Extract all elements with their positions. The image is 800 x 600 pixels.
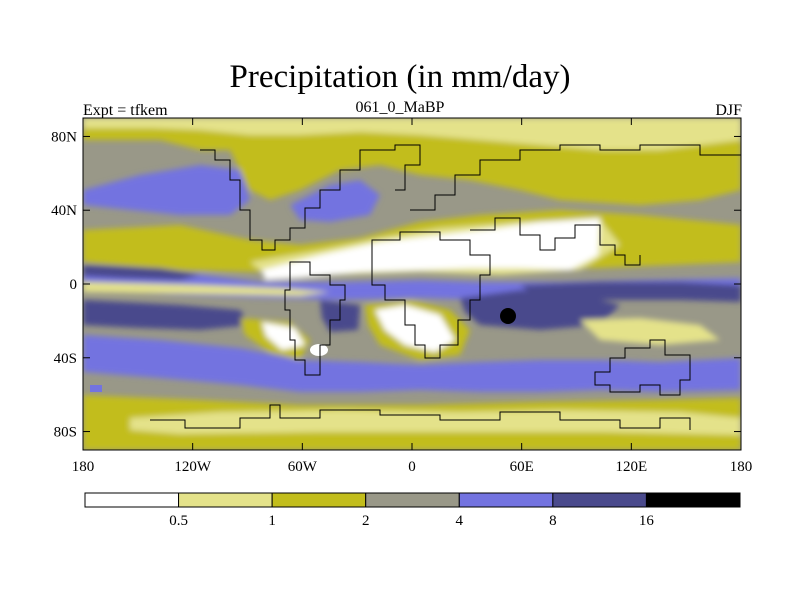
experiment-label: Expt = tfkem [83, 102, 168, 119]
south-america-coast [284, 261, 346, 376]
blue-spot-sw [90, 385, 102, 392]
colorbar: 0.5 1 2 4 8 16 [84, 492, 741, 529]
natlantic-blue [290, 180, 380, 222]
lon-tick-label: 120E [615, 459, 647, 475]
africa-coast [371, 231, 491, 359]
colorbar-swatch [84, 492, 180, 508]
lon-tick-label: 180 [72, 459, 95, 475]
max-precip-spot [500, 308, 516, 324]
lon-tick-label: 0 [408, 459, 416, 475]
itcz-pacific-dark [83, 265, 200, 280]
colorbar-swatch [645, 492, 741, 508]
north-america-coast [200, 144, 421, 251]
band-arctic-pale [83, 118, 741, 150]
npacific-blue [83, 165, 250, 215]
lat-tick-label: 40N [51, 203, 77, 219]
australia-coast [594, 339, 691, 396]
colorbar-label: 4 [456, 513, 464, 529]
lon-tick-label: 60E [510, 459, 534, 475]
precipitation-field [83, 118, 741, 450]
antarctic-pale [130, 410, 741, 435]
colorbar-swatch [458, 492, 554, 508]
colorbar-label: 2 [362, 513, 370, 529]
colorbar-swatch [271, 492, 367, 508]
southern-storm-track [83, 335, 741, 392]
eurasia-north-coast [410, 144, 741, 211]
colorbar-swatch [178, 492, 273, 508]
colorbar-label: 1 [268, 513, 276, 529]
colorbar-label: 8 [549, 513, 557, 529]
lat-tick-label: 80N [51, 129, 77, 145]
equator-pale [83, 282, 330, 296]
lat-tick-label: 80S [54, 425, 77, 441]
colorbar-label: 16 [639, 513, 655, 529]
colorbar-swatch [365, 492, 460, 508]
lat-tick-label: 0 [70, 277, 78, 293]
lat-tick-label: 40S [54, 351, 77, 367]
longitude-axis: 180 120W 60W 0 60E 120E 180 [72, 118, 753, 475]
time-label: 061_0_MaBP [355, 99, 445, 116]
continent-outlines [150, 144, 741, 430]
lon-tick-label: 120W [174, 459, 212, 475]
map-title: Precipitation (in mm/day) [229, 59, 571, 95]
ssubtropic-white-pacific [262, 322, 305, 350]
asia-south-coast [470, 217, 641, 266]
desert-white [262, 218, 600, 280]
latitude-axis: 80N 40N 0 40S 80S [51, 129, 741, 441]
white-spot-sa [310, 344, 328, 356]
antarctica-coast [150, 404, 691, 430]
australia-pale [580, 318, 720, 345]
lon-tick-label: 60W [288, 459, 318, 475]
colorbar-label: 0.5 [169, 513, 188, 529]
lon-tick-label: 180 [730, 459, 753, 475]
colorbar-swatch [552, 492, 647, 508]
spacific-dark [83, 300, 250, 330]
season-label: DJF [715, 102, 742, 119]
